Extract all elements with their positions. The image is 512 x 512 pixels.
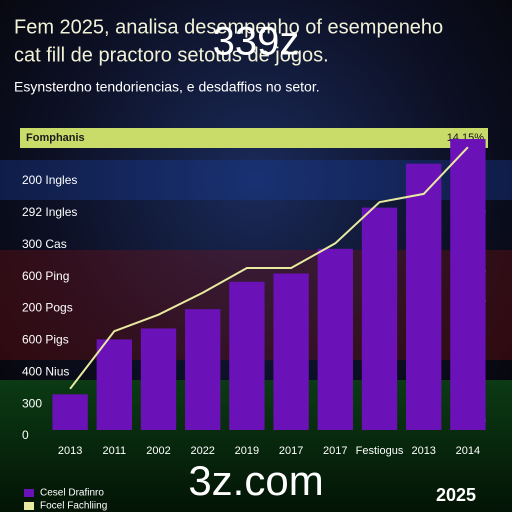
- left-label: 600 Pigs: [22, 333, 69, 347]
- bar: [450, 138, 486, 430]
- left-label: 200 Pogs: [22, 301, 73, 315]
- x-tick-label: 2011: [102, 445, 126, 457]
- bar: [185, 309, 221, 430]
- left-label: 600 Ping: [22, 269, 69, 283]
- bar: [406, 163, 442, 430]
- left-label: 0: [22, 428, 29, 442]
- bar: [361, 207, 398, 430]
- subtitle: Esynsterdno tendoriencias, e desdaffios …: [14, 79, 320, 95]
- line: [69, 146, 469, 390]
- legend-label: Focel Fachliing: [40, 501, 107, 512]
- legend-label: Cesel Drafinro: [40, 488, 104, 499]
- x-tick-label: 2022: [190, 445, 214, 457]
- x-tick-label: 2017: [279, 445, 303, 457]
- bar: [317, 248, 353, 430]
- title-line2: cat fill de practoro setotus de jogos.: [14, 44, 329, 66]
- left-label: 292 Ingles: [22, 205, 77, 219]
- x-tick-label: 2017: [323, 445, 347, 457]
- x-tick-label: 2002: [146, 445, 170, 457]
- watermark-corner: 2025: [436, 485, 476, 505]
- left-label: 300 Cas: [22, 237, 67, 251]
- left-label: 300: [22, 396, 42, 410]
- x-tick-label: Festiogus: [356, 445, 404, 457]
- left-label: 200 Ingles: [22, 173, 77, 187]
- bar: [96, 339, 132, 430]
- bar: [273, 273, 309, 430]
- plot: 200 Ingles 292 Ingles 300 Cas 600 Ping 200 P…: [22, 138, 486, 512]
- x-tick-label: 2013: [58, 445, 82, 457]
- watermark-bottom: 3z.com: [188, 457, 323, 504]
- legend-swatch: [24, 489, 34, 497]
- x-tick-label: 2019: [235, 445, 259, 457]
- bar: [52, 394, 88, 430]
- header-band: [20, 128, 488, 148]
- header-left: Fomphanis: [26, 132, 85, 144]
- bar: [140, 328, 177, 430]
- x-tick-label: 2014: [456, 445, 480, 457]
- watermark-top: 339z: [213, 20, 300, 64]
- x-tick-label: 2013: [411, 445, 435, 457]
- title: Fem 2025, analisa desempenho of esempene…: [14, 16, 443, 38]
- legend-swatch: [24, 502, 34, 510]
- left-label: 400 Nius: [22, 364, 69, 378]
- bar: [229, 281, 265, 430]
